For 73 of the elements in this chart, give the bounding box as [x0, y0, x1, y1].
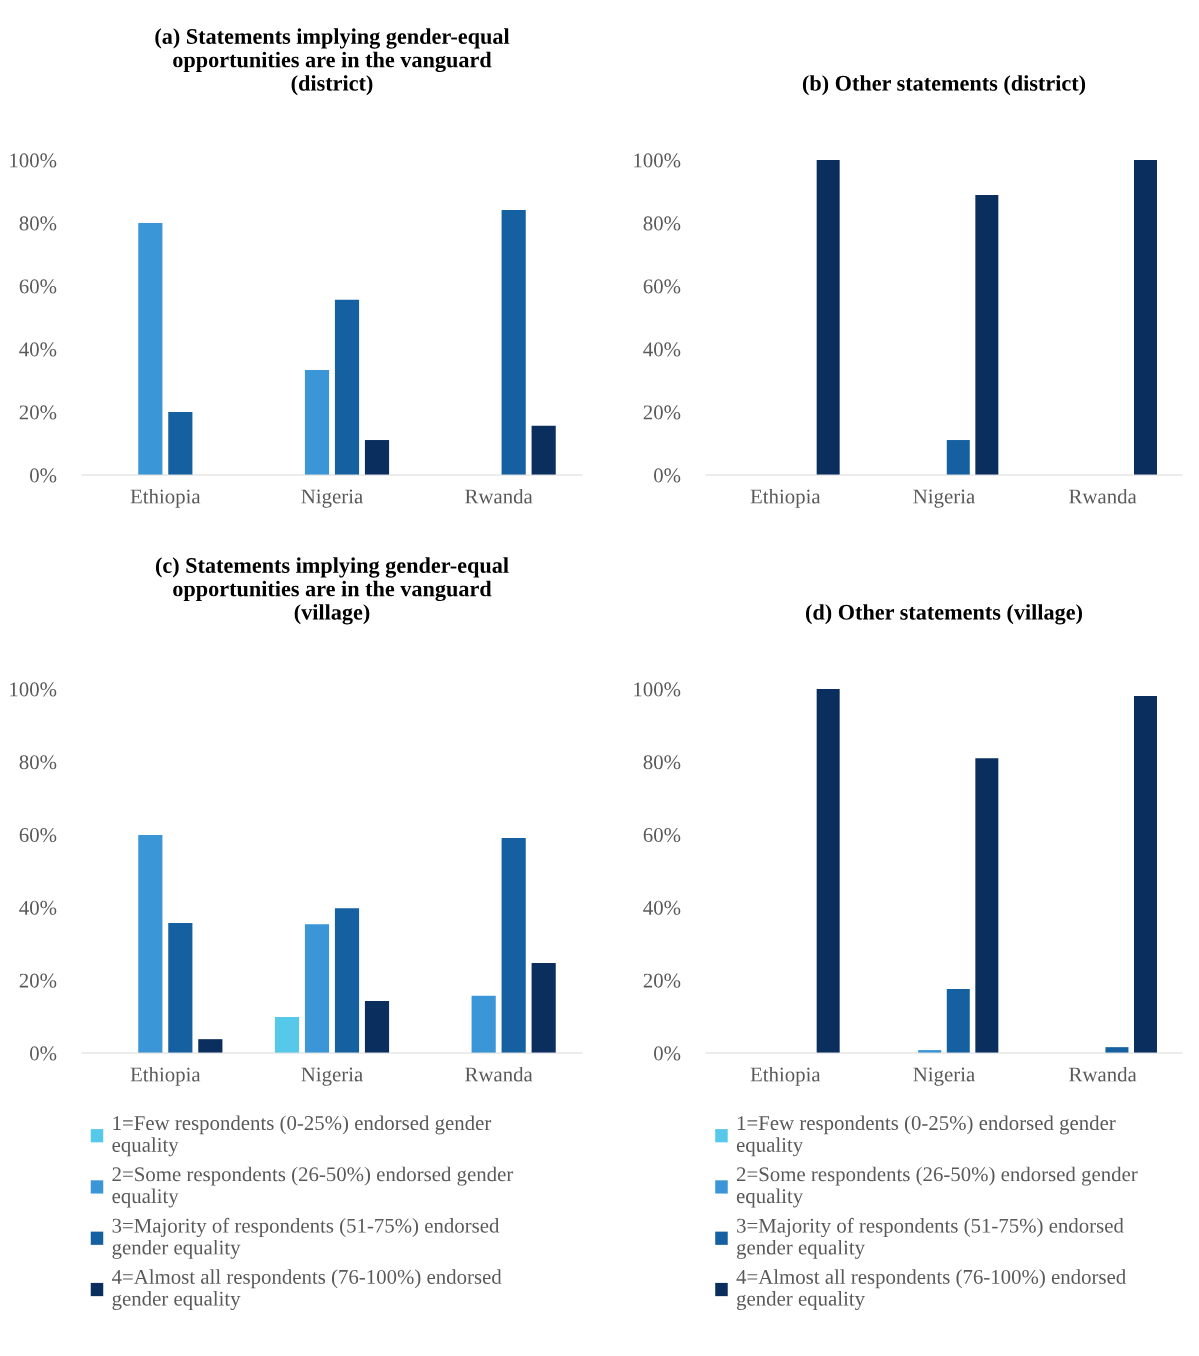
chart-title: (b) Other statements (district) [802, 75, 1086, 96]
y-tick-label: 0% [654, 468, 681, 483]
y-tick-label: 0% [30, 468, 57, 483]
y-tick-label: 100% [10, 682, 57, 697]
bar [946, 440, 970, 475]
y-tick-label: 20% [643, 973, 681, 988]
y-tick-label: 20% [19, 973, 57, 988]
bar [531, 963, 556, 1053]
legend-label: 1=Few respondents (0-25%) endorsed gender equality [112, 1115, 492, 1157]
chart-title: (a) Statements implying gender-equal opportunities are in the vanguard (district) [155, 28, 510, 96]
legend-label: 2=Some respondents (26-50%) endorsed gender equality [112, 1166, 514, 1208]
y-tick-label: 60% [19, 279, 57, 294]
y-tick-label: 40% [19, 342, 57, 357]
y-tick-label: 0% [654, 1046, 681, 1061]
legend-label: 2=Some respondents (26-50%) endorsed gender equality [736, 1166, 1138, 1208]
bar [501, 837, 526, 1053]
bar [975, 758, 999, 1053]
x-tick-label: Rwanda [465, 488, 533, 504]
y-tick-label: 80% [643, 216, 681, 231]
bar [304, 370, 330, 475]
x-tick-label: Ethiopia [750, 1066, 821, 1086]
x-tick-label: Ethiopia [130, 1066, 201, 1086]
bar [1134, 695, 1158, 1053]
y-tick-label: 100% [634, 153, 681, 168]
x-tick-label: Rwanda [465, 1066, 533, 1082]
y-tick-label: 60% [643, 827, 681, 843]
chart-title: (c) Statements implying gender-equal opportunities are in the vanguard (village) [155, 557, 509, 625]
bar [138, 223, 163, 475]
y-tick-label: 40% [19, 900, 57, 915]
x-tick-label: Nigeria [301, 1067, 363, 1086]
bar [364, 440, 390, 475]
y-tick-label: 40% [643, 342, 681, 357]
y-tick-label: 80% [19, 755, 57, 770]
bar [816, 689, 840, 1053]
y-tick-label: 80% [643, 755, 681, 770]
bar [471, 995, 496, 1053]
x-tick-label: Ethiopia [750, 488, 821, 508]
y-tick-label: 20% [19, 405, 57, 420]
bar [304, 924, 330, 1053]
y-tick-label: 60% [19, 827, 57, 843]
x-tick-label: Rwanda [1069, 1066, 1137, 1082]
bar [168, 923, 193, 1053]
x-tick-label: Nigeria [913, 1067, 975, 1086]
legend-label: 3=Majority of respondents (51-75%) endorsed gender equality [112, 1217, 500, 1259]
y-tick-label: 0% [30, 1046, 57, 1061]
legend-label: 3=Majority of respondents (51-75%) endorsed gender equality [736, 1217, 1124, 1259]
bar [274, 1016, 300, 1053]
x-tick-label: Ethiopia [130, 488, 201, 508]
legend-label: 1=Few respondents (0-25%) endorsed gender equality [736, 1115, 1116, 1157]
y-tick-label: 40% [643, 900, 681, 915]
chart-title: (d) Other statements (village) [806, 604, 1082, 625]
bar [138, 834, 163, 1053]
y-tick-label: 80% [19, 216, 57, 231]
y-tick-label: 60% [643, 279, 681, 294]
bar [364, 1000, 390, 1053]
bar [1134, 160, 1158, 475]
bar [816, 160, 840, 475]
bar [334, 299, 360, 475]
bar [334, 908, 360, 1053]
bar [531, 425, 556, 475]
x-tick-label: Nigeria [913, 489, 975, 508]
bar [168, 412, 193, 475]
bar [946, 988, 970, 1053]
x-tick-label: Rwanda [1069, 488, 1137, 504]
y-tick-label: 20% [643, 405, 681, 420]
x-tick-label: Nigeria [301, 489, 363, 508]
y-tick-label: 100% [10, 153, 57, 168]
legend-label: 4=Almost all respondents (76-100%) endorsed gender equality [736, 1269, 1126, 1311]
bar [198, 1039, 223, 1053]
y-tick-label: 100% [634, 682, 681, 697]
bar [501, 210, 526, 475]
legend-label: 4=Almost all respondents (76-100%) endorsed gender equality [111, 1269, 502, 1311]
bar [975, 194, 999, 475]
